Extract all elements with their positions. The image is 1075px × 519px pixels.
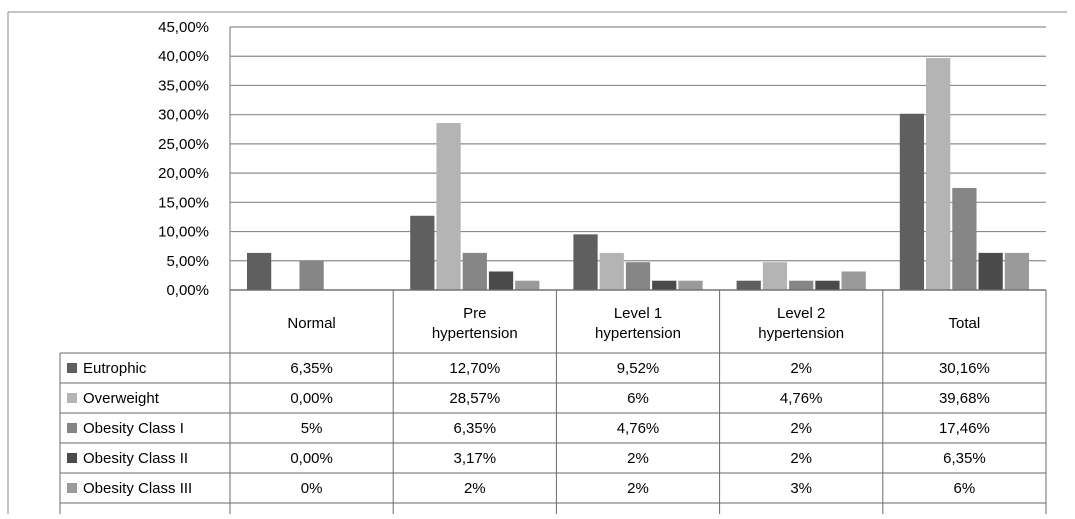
bar-eutrophic: [736, 280, 761, 290]
bar-overweight: [926, 58, 951, 291]
table-cell-value: 2%: [627, 450, 649, 467]
table-cell-value: 28,57%: [449, 390, 500, 407]
table-cell-value: 2%: [627, 480, 649, 497]
y-tick-label: 45,00%: [158, 19, 209, 36]
legend-label: Eutrophic: [83, 360, 147, 377]
bar-obesity-class-i: [952, 187, 977, 290]
table-cell-value: 30,16%: [939, 360, 990, 377]
bar-obesity-class-ii: [815, 280, 840, 290]
bar-eutrophic: [899, 113, 925, 290]
y-tick-label: 5,00%: [166, 253, 209, 270]
y-tick-label: 35,00%: [158, 77, 209, 94]
legend-swatch: [67, 363, 77, 373]
table-cell-value: 0,00%: [290, 450, 333, 467]
y-tick-label: 40,00%: [158, 48, 209, 65]
bar-eutrophic: [573, 234, 598, 290]
y-tick-label: 20,00%: [158, 165, 209, 182]
table-cell-value: 0,00%: [290, 390, 333, 407]
table-cell-value: 6,35%: [943, 450, 986, 467]
bar-obesity-class-iii: [515, 280, 540, 290]
category-label: Pre hypertension: [432, 305, 518, 342]
table-cell-value: 6,35%: [454, 420, 497, 437]
legend-label: Overweight: [83, 390, 160, 407]
bar-obesity-class-i: [299, 260, 324, 290]
bar-obesity-class-iii: [841, 271, 866, 290]
table-cell-value: 17,46%: [939, 420, 990, 437]
legend-swatch: [67, 483, 77, 493]
legend-swatch: [67, 453, 77, 463]
table-cell-value: 6%: [627, 390, 649, 407]
bar-obesity-class-ii: [488, 271, 514, 290]
table-cell-value: 4,76%: [780, 390, 823, 407]
category-label: Level 2 hypertension: [758, 305, 844, 342]
y-tick-label: 0,00%: [166, 282, 209, 299]
bar-obesity-class-i: [625, 262, 651, 290]
table-cell-value: 6%: [954, 480, 976, 497]
bar-obesity-class-i: [462, 252, 487, 290]
legend-label: Obesity Class III: [83, 480, 192, 497]
table-cell-value: 3,17%: [454, 450, 497, 467]
bar-overweight: [762, 262, 788, 290]
table-cell-value: 0%: [301, 480, 323, 497]
y-tick-label: 10,00%: [158, 224, 209, 241]
y-tick-label: 25,00%: [158, 136, 209, 153]
bar-obesity-class-ii: [978, 252, 1003, 290]
bar-obesity-class-iii: [678, 280, 703, 290]
legend-label: Obesity Class II: [83, 450, 188, 467]
legend-swatch: [67, 393, 77, 403]
table-cell-value: 5%: [301, 420, 323, 437]
legend-swatch: [67, 423, 77, 433]
table-cell-value: 39,68%: [939, 390, 990, 407]
bar-eutrophic: [247, 252, 272, 290]
bar-obesity-class-ii: [652, 280, 677, 290]
legend-label: Obesity Class I: [83, 420, 184, 437]
table-cell-value: 12,70%: [449, 360, 500, 377]
bar-overweight: [599, 252, 624, 290]
bar-obesity-class-i: [789, 280, 814, 290]
category-label: Total: [949, 315, 981, 332]
table-cell-value: 2%: [790, 420, 812, 437]
table-cell-value: 4,76%: [617, 420, 660, 437]
category-label: Level 1 hypertension: [595, 305, 681, 342]
y-tick-label: 15,00%: [158, 194, 209, 211]
bar-obesity-class-iii: [1004, 252, 1029, 290]
table-cell-value: 9,52%: [617, 360, 660, 377]
table-cell-value: 2%: [464, 480, 486, 497]
table-cell-value: 6,35%: [290, 360, 333, 377]
table-cell-value: 2%: [790, 360, 812, 377]
category-label: Normal: [287, 315, 335, 332]
table-cell-value: 3%: [790, 480, 812, 497]
bar-eutrophic: [410, 215, 435, 290]
table-cell-value: 2%: [790, 450, 812, 467]
y-tick-label: 30,00%: [158, 107, 209, 124]
bar-overweight: [436, 123, 461, 290]
